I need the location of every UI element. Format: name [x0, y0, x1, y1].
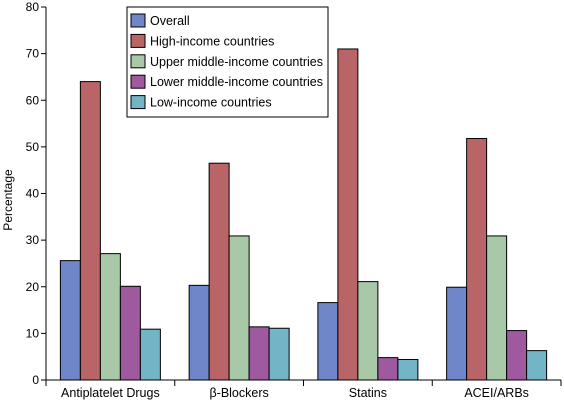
bar-4-3: [486, 235, 508, 381]
bar-2-2: [208, 162, 230, 381]
legend-label-5: Low-income countries: [150, 96, 272, 110]
bar-3-5: [397, 358, 419, 381]
legend-swatch-1: [130, 13, 146, 28]
bar-1-5: [139, 328, 161, 381]
x-category-label-1: Antiplatelet Drugs: [61, 386, 160, 400]
legend-swatch-3: [130, 54, 146, 69]
y-tick-label-60: 60: [26, 93, 40, 107]
y-tick-label-10: 10: [26, 326, 40, 340]
x-category-label-4: ACEI/ARBs: [464, 386, 529, 400]
y-axis-title: Percentage: [1, 169, 15, 231]
axes-layer: 0 10 20 30 40 50 60 70 80 Antiplatelet Drugs β-Blo…: [26, 0, 562, 400]
bar-4-1: [446, 286, 468, 381]
bar-3-4: [377, 357, 399, 381]
bar-3-2: [337, 48, 359, 381]
x-category-label-2: β-Blockers: [209, 386, 268, 400]
y-tick-label-80: 80: [26, 0, 40, 14]
bar-3-3: [357, 281, 379, 381]
bar-2-4: [248, 326, 270, 381]
y-tick-label-0: 0: [32, 373, 39, 387]
bar-2-3: [228, 235, 250, 381]
y-tick-label-40: 40: [26, 187, 40, 201]
y-tick-label-30: 30: [26, 233, 40, 247]
legend-box: [126, 6, 329, 118]
bar-1-3: [99, 253, 121, 381]
y-tick-label-50: 50: [26, 140, 40, 154]
bar-3-1: [317, 302, 339, 381]
legend-label-4: Lower middle-income countries: [150, 75, 323, 89]
legend-label-2: High-income countries: [150, 34, 274, 48]
x-category-label-3: Statins: [349, 386, 387, 400]
bar-4-4: [506, 330, 528, 381]
bar-2-5: [268, 327, 290, 381]
y-tick-label-70: 70: [26, 47, 40, 61]
y-tick-label-20: 20: [26, 280, 40, 294]
bar-2-1: [188, 284, 210, 381]
legend-swatch-4: [130, 74, 146, 89]
legend-swatch-5: [130, 95, 146, 110]
legend-swatch-2: [130, 33, 146, 48]
legend-label-1: Overall: [150, 14, 190, 28]
legend: Overall High-income countries Upper middle…: [126, 6, 329, 118]
bar-1-1: [59, 260, 81, 381]
legend-label-3: Upper middle-income countries: [150, 55, 323, 69]
bars-layer: [59, 48, 548, 381]
bar-1-2: [79, 81, 101, 381]
bar-4-5: [526, 350, 548, 381]
bar-4-2: [466, 137, 488, 381]
bar-1-4: [119, 285, 141, 381]
